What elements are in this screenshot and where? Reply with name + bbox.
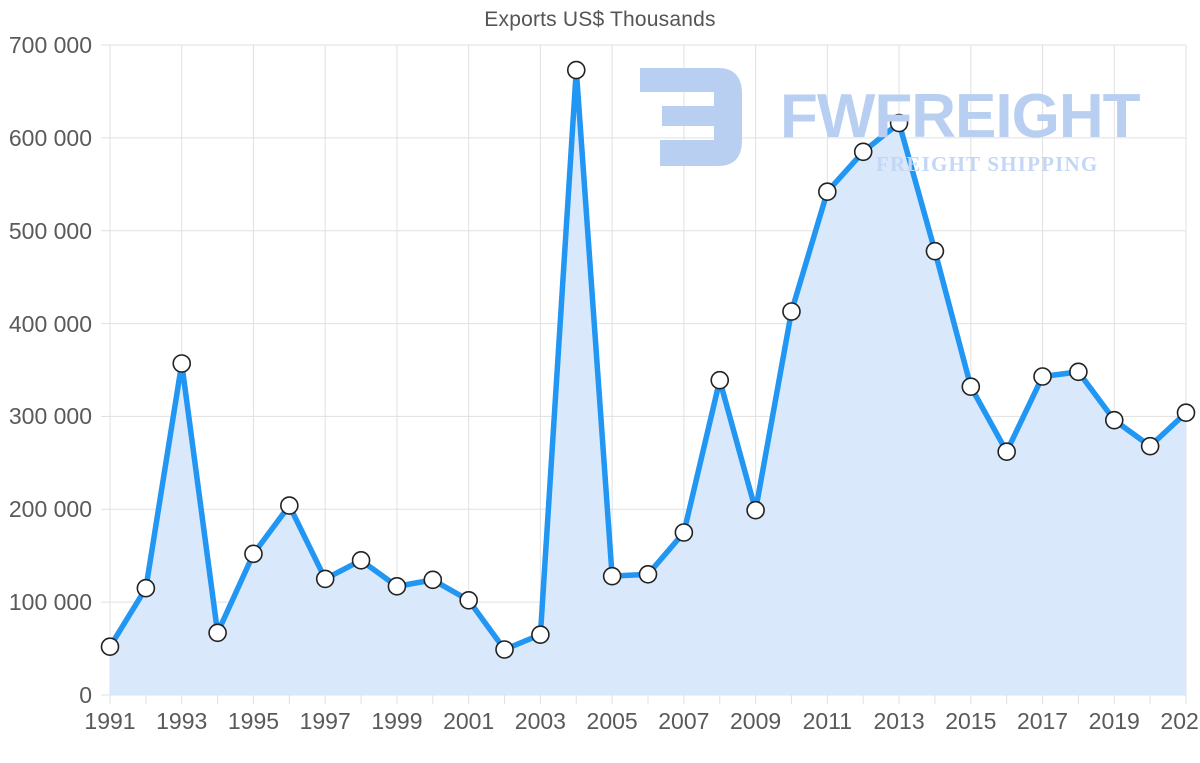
data-point-marker[interactable] — [602, 566, 622, 586]
x-axis-tick-label: 2007 — [658, 708, 710, 734]
data-point-marker[interactable] — [172, 354, 192, 373]
data-point-marker[interactable] — [710, 370, 730, 390]
y-axis-tick-label: 400 000 — [8, 310, 92, 337]
y-axis-tick-label: 200 000 — [8, 496, 92, 523]
data-point-marker[interactable] — [961, 377, 981, 397]
data-point-marker[interactable] — [1069, 362, 1088, 382]
area-fill — [110, 70, 1186, 695]
x-axis-tick-label: 2017 — [1016, 708, 1069, 734]
data-point-marker[interactable] — [853, 142, 873, 162]
data-point-marker[interactable] — [997, 442, 1016, 462]
data-point-marker[interactable] — [531, 625, 550, 644]
y-axis-tick-label: 300 000 — [8, 403, 92, 430]
data-point-marker[interactable] — [423, 570, 443, 590]
data-point-marker[interactable] — [566, 60, 586, 80]
data-point-marker[interactable] — [889, 113, 909, 133]
data-point-marker[interactable] — [315, 569, 335, 589]
data-point-markers — [100, 60, 1196, 659]
data-point-marker[interactable] — [100, 637, 120, 657]
x-axis-tick-label: 1999 — [371, 708, 423, 734]
x-axis-tick-label: 2015 — [945, 708, 997, 734]
x-axis-tick-label: 2003 — [514, 708, 566, 734]
y-axis-tick-label: 700 000 — [8, 32, 92, 58]
data-point-marker[interactable] — [818, 182, 837, 202]
y-axis-tick-label: 500 000 — [8, 217, 92, 244]
data-point-marker[interactable] — [351, 551, 371, 570]
y-axis-tick-label: 100 000 — [8, 589, 92, 616]
y-axis-tick-label: 0 — [79, 682, 92, 708]
data-point-marker[interactable] — [136, 578, 156, 598]
x-axis-tick-label: 2013 — [873, 708, 925, 734]
data-point-marker[interactable] — [1033, 367, 1052, 386]
data-point-marker[interactable] — [1140, 436, 1160, 456]
data-point-marker[interactable] — [495, 640, 514, 659]
x-axis-tick-label: 1991 — [84, 708, 136, 734]
x-axis-tick-label: 1993 — [156, 708, 208, 734]
x-axis-tick-label: 2021 — [1160, 708, 1200, 734]
x-axis-tick-label: 2011 — [802, 708, 853, 734]
data-point-marker[interactable] — [925, 241, 945, 261]
data-point-marker[interactable] — [674, 523, 694, 542]
data-point-marker[interactable] — [387, 577, 407, 596]
x-axis-tick-label: 1995 — [227, 708, 280, 734]
data-point-marker[interactable] — [782, 302, 801, 321]
data-point-marker[interactable] — [459, 590, 478, 610]
x-axis-tick-label: 2009 — [730, 708, 782, 734]
x-axis-tick-label: 2019 — [1088, 708, 1140, 734]
data-point-marker[interactable] — [208, 623, 227, 643]
data-point-marker[interactable] — [638, 564, 658, 584]
chart-title: Exports US$ Thousands — [484, 8, 716, 31]
data-point-marker[interactable] — [1176, 403, 1196, 423]
y-axis-tick-label: 600 000 — [8, 124, 92, 151]
data-point-marker[interactable] — [280, 496, 299, 515]
x-axis-tick-label: 2001 — [443, 708, 495, 734]
data-point-marker[interactable] — [244, 544, 263, 564]
data-point-marker[interactable] — [1104, 410, 1124, 430]
x-axis-tick-label: 1997 — [299, 708, 351, 734]
data-point-marker[interactable] — [746, 500, 765, 520]
x-axis-tick-label: 2005 — [586, 708, 638, 734]
